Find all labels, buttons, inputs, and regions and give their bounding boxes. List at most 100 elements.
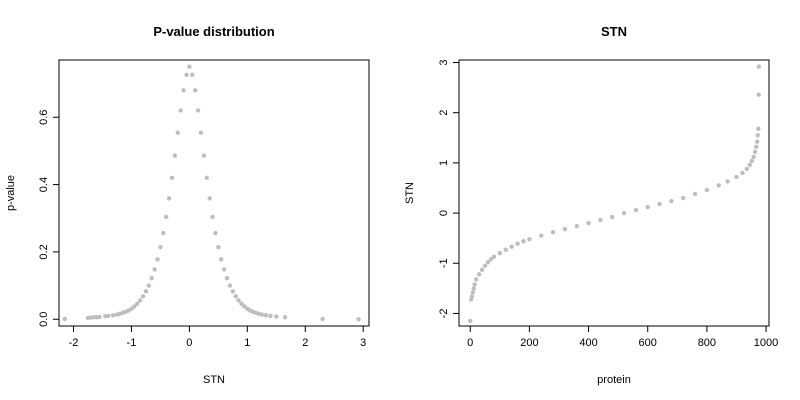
data-point xyxy=(749,158,755,164)
y-tick-label: 0.2 xyxy=(38,244,50,259)
data-point xyxy=(756,64,762,69)
data-point xyxy=(155,257,160,262)
data-point xyxy=(190,72,195,78)
chart-title-left: P-value distribution xyxy=(153,24,274,39)
data-point xyxy=(503,247,508,252)
data-point xyxy=(752,149,758,155)
data-point xyxy=(216,245,221,250)
data-point xyxy=(169,175,175,181)
data-point xyxy=(704,187,710,193)
data-point xyxy=(539,233,544,238)
data-point xyxy=(163,214,169,220)
data-point xyxy=(132,304,137,309)
data-point xyxy=(233,294,238,299)
x-tick-label: 800 xyxy=(698,337,716,349)
data-point xyxy=(207,196,212,201)
x-tick-label: 200 xyxy=(520,337,538,349)
y-tick-label: -2 xyxy=(438,309,450,319)
data-point xyxy=(470,290,476,295)
data-point xyxy=(755,133,760,138)
data-point xyxy=(740,170,745,176)
x-axis-label-right: protein xyxy=(597,374,631,386)
data-point xyxy=(210,214,215,220)
data-point xyxy=(754,144,759,150)
plot-area-right xyxy=(458,59,770,327)
data-point xyxy=(181,88,186,93)
data-point xyxy=(476,272,482,277)
data-point xyxy=(469,294,475,299)
data-point xyxy=(482,263,488,268)
data-point xyxy=(320,316,325,322)
data-point xyxy=(488,257,494,262)
data-point xyxy=(146,283,152,288)
data-point xyxy=(137,298,143,303)
x-tick-label: -2 xyxy=(69,337,79,349)
data-point xyxy=(610,214,615,220)
data-point xyxy=(515,241,520,246)
data-point xyxy=(491,254,497,259)
data-point xyxy=(692,191,698,197)
y-tick-label: 0.0 xyxy=(38,312,50,327)
data-point xyxy=(201,153,207,158)
y-axis-label-left: p-value xyxy=(5,175,17,211)
data-point xyxy=(527,236,532,242)
y-tick-label: 0.6 xyxy=(38,110,50,125)
points-left xyxy=(62,64,361,322)
data-point xyxy=(521,238,526,244)
data-point xyxy=(471,286,476,291)
x-tick-label: 600 xyxy=(639,337,657,349)
data-point xyxy=(219,257,224,262)
data-point xyxy=(550,229,556,235)
x-tick-label: -1 xyxy=(127,337,137,349)
data-point xyxy=(175,130,180,135)
data-point xyxy=(224,275,230,281)
data-point xyxy=(204,175,209,181)
x-tick-label: 3 xyxy=(360,337,366,349)
data-point xyxy=(259,312,265,317)
x-tick-label: 400 xyxy=(579,337,597,349)
data-point xyxy=(621,210,627,216)
x-axis-right: 0 200 400 600 800 1000 xyxy=(467,325,778,349)
x-tick-label: 0 xyxy=(186,337,192,349)
data-point xyxy=(161,230,166,236)
y-axis-label-right: STN xyxy=(404,182,416,204)
data-point xyxy=(744,166,750,172)
data-point xyxy=(669,198,674,204)
data-point xyxy=(263,313,269,318)
x-tick-label: 2 xyxy=(302,337,308,349)
data-point xyxy=(227,283,233,288)
data-point xyxy=(213,230,218,236)
data-point xyxy=(509,244,514,249)
data-point xyxy=(645,204,650,210)
data-point xyxy=(356,317,361,322)
data-point xyxy=(97,314,102,320)
data-point xyxy=(716,183,721,188)
data-point xyxy=(657,201,662,207)
data-point xyxy=(110,313,116,318)
y-tick-label: 0 xyxy=(438,210,450,216)
data-point xyxy=(198,130,204,135)
data-point xyxy=(468,318,473,324)
data-point xyxy=(598,217,603,223)
data-point xyxy=(497,251,503,256)
data-point xyxy=(178,108,183,113)
x-tick-label: 0 xyxy=(467,337,473,349)
data-point xyxy=(236,298,241,303)
y-tick-label: 0.4 xyxy=(38,177,50,192)
y-axis-left: 0.0 0.2 0.4 0.6 xyxy=(38,110,60,327)
x-axis-label-left: STN xyxy=(203,374,225,386)
y-axis-right: -2 -1 0 1 2 3 xyxy=(438,59,460,319)
data-point xyxy=(172,153,178,158)
chart-title-right: STN xyxy=(601,24,627,39)
data-point xyxy=(62,316,67,322)
data-point xyxy=(754,139,760,145)
pvalue-chart: P-value distribution STN p-value -2 -1 0 1 2… xyxy=(5,24,370,386)
data-point xyxy=(195,108,201,113)
data-point xyxy=(106,313,111,319)
data-point xyxy=(221,267,227,272)
data-point xyxy=(143,289,149,294)
y-tick-label: -1 xyxy=(438,258,450,268)
data-point xyxy=(158,245,163,250)
stn-chart: STN protein STN 0 200 400 600 800 1000 -2 -1 0 1… xyxy=(404,24,778,386)
